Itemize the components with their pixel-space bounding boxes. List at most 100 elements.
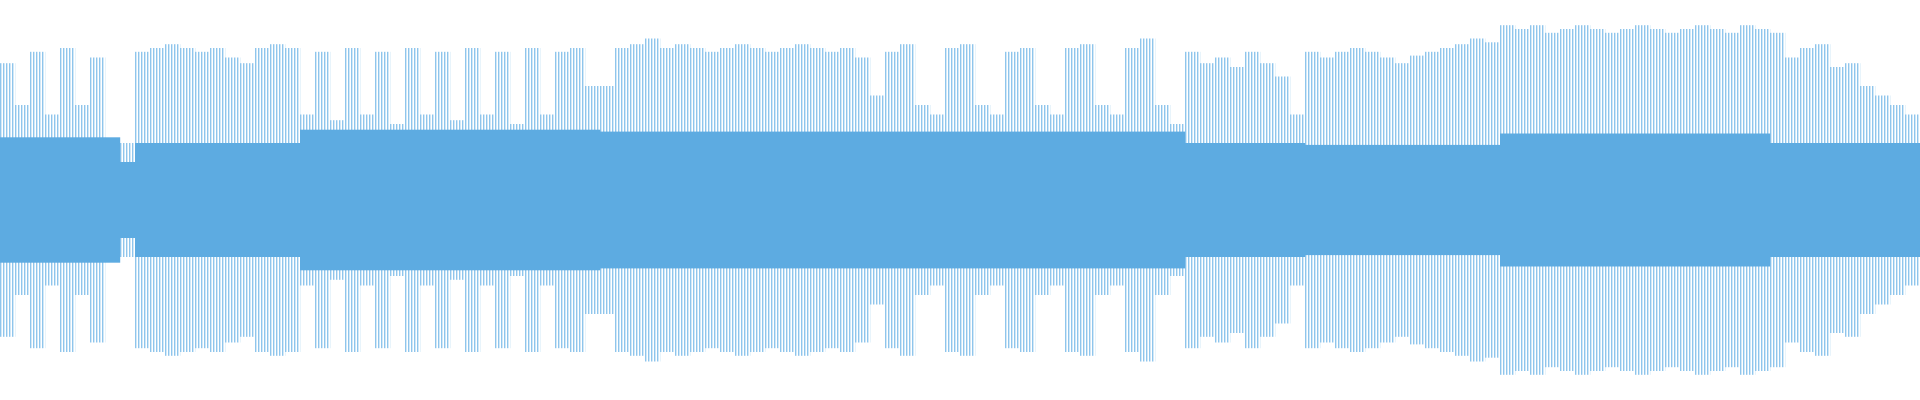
- core-envelope: [1845, 143, 1861, 257]
- core-envelope: [750, 131, 766, 269]
- core-envelope: [30, 137, 46, 263]
- core-envelope: [1050, 131, 1066, 269]
- core-envelope: [1875, 143, 1891, 257]
- core-envelope: [1275, 143, 1291, 257]
- core-envelope: [690, 131, 706, 269]
- core-envelope: [990, 131, 1006, 269]
- core-envelope: [945, 131, 961, 269]
- core-envelope: [930, 131, 946, 269]
- core-envelope: [495, 129, 511, 271]
- core-envelope: [1590, 133, 1606, 267]
- core-envelope: [1815, 143, 1831, 257]
- core-envelope: [855, 131, 871, 269]
- core-envelope: [600, 131, 616, 269]
- core-envelope: [1425, 144, 1441, 256]
- core-envelope: [1380, 144, 1396, 256]
- core-envelope: [480, 129, 496, 271]
- core-envelope: [1455, 144, 1471, 256]
- core-envelope: [1005, 131, 1021, 269]
- core-envelope: [15, 137, 31, 263]
- core-envelope: [255, 143, 271, 257]
- core-envelope: [795, 131, 811, 269]
- core-envelope: [135, 143, 151, 257]
- core-envelope: [225, 143, 241, 257]
- core-envelope: [1185, 143, 1201, 257]
- core-envelope: [1785, 143, 1801, 257]
- core-envelope: [1095, 131, 1111, 269]
- core-envelope: [615, 131, 631, 269]
- core-envelope: [1860, 143, 1876, 257]
- core-envelope: [1770, 143, 1786, 257]
- core-envelope: [1020, 131, 1036, 269]
- core-envelope: [1140, 131, 1156, 269]
- core-envelope: [285, 143, 301, 257]
- core-envelope: [510, 129, 526, 271]
- core-envelope: [1620, 133, 1636, 267]
- core-envelope: [1800, 143, 1816, 257]
- core-envelope: [1305, 144, 1321, 256]
- core-envelope: [1320, 144, 1336, 256]
- core-envelope: [345, 129, 361, 271]
- core-envelope: [1605, 133, 1621, 267]
- core-envelope: [120, 162, 136, 238]
- core-envelope: [1830, 143, 1846, 257]
- core-envelope: [0, 137, 16, 263]
- core-envelope: [1755, 133, 1771, 267]
- core-envelope: [555, 129, 571, 271]
- core-envelope: [180, 143, 196, 257]
- core-envelope: [1710, 133, 1726, 267]
- core-envelope: [75, 137, 91, 263]
- core-envelope: [765, 131, 781, 269]
- core-envelope: [825, 131, 841, 269]
- core-envelope: [450, 129, 466, 271]
- core-envelope: [780, 131, 796, 269]
- core-envelope: [885, 131, 901, 269]
- core-envelope: [1110, 131, 1126, 269]
- core-envelope: [1080, 131, 1096, 269]
- core-envelope: [1485, 144, 1501, 256]
- core-envelope: [1680, 133, 1696, 267]
- core-envelope: [1215, 143, 1231, 257]
- core-envelope: [1545, 133, 1561, 267]
- core-envelope: [1560, 133, 1576, 267]
- core-envelope: [1290, 143, 1306, 257]
- core-envelope: [1410, 144, 1426, 256]
- core-envelope: [45, 137, 61, 263]
- core-envelope: [1395, 144, 1411, 256]
- core-envelope: [1155, 131, 1171, 269]
- core-envelope: [435, 129, 451, 271]
- core-envelope: [420, 129, 436, 271]
- core-envelope: [1335, 144, 1351, 256]
- core-envelope: [1575, 133, 1591, 267]
- core-envelope: [705, 131, 721, 269]
- core-envelope: [525, 129, 541, 271]
- core-envelope: [90, 137, 106, 263]
- core-envelope: [660, 131, 676, 269]
- core-envelope: [240, 143, 256, 257]
- core-envelope: [1260, 143, 1276, 257]
- core-envelope: [1470, 144, 1486, 256]
- core-envelope: [1530, 133, 1546, 267]
- core-envelope: [150, 143, 166, 257]
- core-envelope: [60, 137, 76, 263]
- core-envelope: [1905, 143, 1920, 257]
- core-envelope: [165, 143, 181, 257]
- core-envelope: [105, 137, 121, 263]
- core-envelope: [915, 131, 931, 269]
- core-envelope: [1245, 143, 1261, 257]
- core-envelope: [1695, 133, 1711, 267]
- core-envelope: [1200, 143, 1216, 257]
- core-envelope: [1065, 131, 1081, 269]
- core-envelope: [1890, 143, 1906, 257]
- core-envelope: [1665, 133, 1681, 267]
- core-envelope: [960, 131, 976, 269]
- core-envelope: [465, 129, 481, 271]
- core-envelope: [1650, 133, 1666, 267]
- core-envelope: [735, 131, 751, 269]
- core-envelope: [195, 143, 211, 257]
- core-envelope: [810, 131, 826, 269]
- core-envelope: [1035, 131, 1051, 269]
- core-envelope: [375, 129, 391, 271]
- core-envelope: [405, 129, 421, 271]
